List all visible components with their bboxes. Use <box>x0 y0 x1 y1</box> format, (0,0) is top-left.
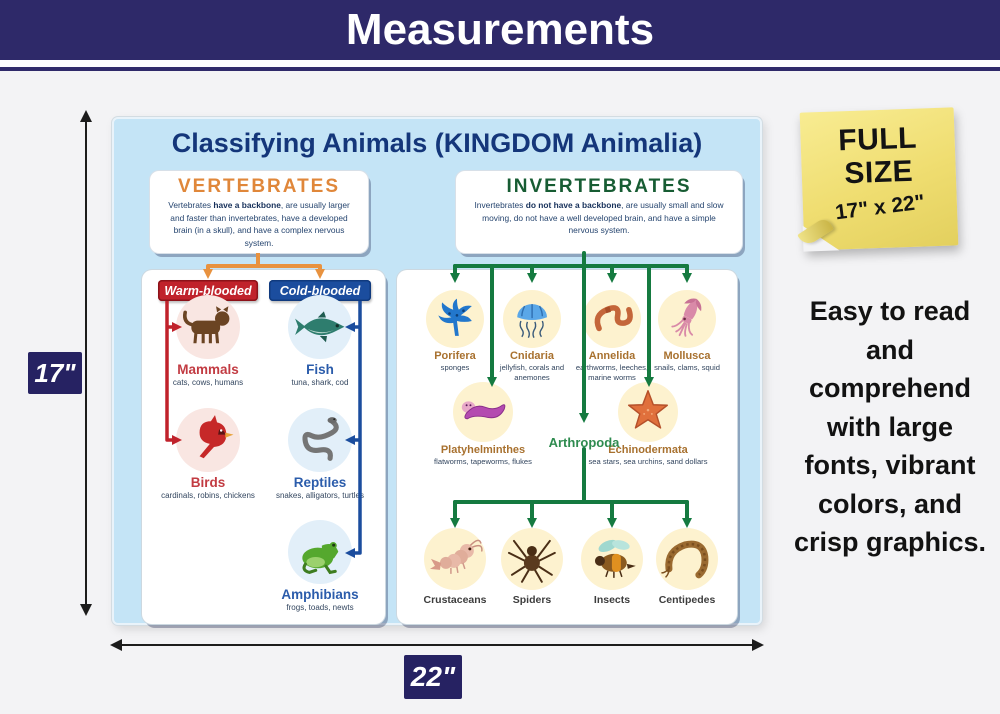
blurb-line: fonts, vibrant <box>804 450 976 480</box>
starfish-icon <box>618 382 678 442</box>
arrow-down-icon <box>80 604 92 616</box>
flatworm-icon <box>453 382 513 442</box>
banner-title: Measurements <box>345 5 655 54</box>
jellyfish-icon <box>503 290 561 348</box>
blurb-line: comprehend <box>808 373 972 403</box>
vertebrates-heading: VERTEBRATES <box>177 176 341 197</box>
cold-blooded-label: Cold-blooded <box>269 280 371 301</box>
cnidaria-examples: jellyfish, corals and anemones <box>499 363 565 383</box>
banner-underline <box>0 67 1000 71</box>
worm-icon <box>583 290 641 348</box>
echinodermata-examples: sea stars, sea urchins, sand dollars <box>588 457 708 466</box>
spider-icon <box>501 528 563 590</box>
arrow-up-icon <box>80 110 92 122</box>
vertebrates-box: VERTEBRATES Vertebrates have a backbone,… <box>150 171 368 253</box>
invertebrates-desc-bold: do not have a backbone <box>525 200 622 210</box>
mammals-card: Mammals cats, cows, humans <box>152 295 264 389</box>
crustaceans-card: Crustaceans <box>415 528 495 606</box>
width-label: 22" <box>404 655 462 699</box>
platyhelminthes-card: Platyhelminthes flatworms, tapeworms, fl… <box>422 382 544 467</box>
fish-card: Fish tuna, shark, cod <box>264 295 376 389</box>
full-size-sticky-note: FULL SIZE 17" x 22" <box>797 107 959 252</box>
width-dimension-line <box>122 644 752 646</box>
invertebrates-desc-rest: , are usually small and slow moving, do … <box>482 200 724 236</box>
insects-label: Insects <box>593 594 631 606</box>
arrow-right-icon <box>752 639 764 651</box>
porifera-examples: sponges <box>440 363 470 372</box>
platyhelminthes-examples: flatworms, tapeworms, flukes <box>434 457 532 466</box>
banner-gap <box>0 60 1000 67</box>
shrimp-icon <box>424 528 486 590</box>
invertebrates-desc-lead: Invertebrates <box>474 200 526 210</box>
annelida-examples: earthworms, leeches, marine worms <box>575 363 649 383</box>
cnidaria-card: Cnidaria jellyfish, corals and anemones <box>492 290 572 384</box>
echinodermata-card: Echinodermata sea stars, sea urchins, sa… <box>587 382 709 467</box>
reptiles-examples: snakes, alligators, turtles <box>275 491 365 500</box>
birds-label: Birds <box>190 475 226 490</box>
centipede-icon <box>656 528 718 590</box>
classification-poster: Classifying Animals (KINGDOM Animalia) V… <box>112 117 762 625</box>
blurb-line: colors, and <box>817 488 963 519</box>
mollusca-label: Mollusca <box>663 350 711 362</box>
insects-card: Insects <box>572 528 652 606</box>
warm-blooded-label: Warm-blooded <box>158 280 258 301</box>
fish-label: Fish <box>306 362 334 377</box>
blurb-line: with large <box>826 411 954 442</box>
reptiles-label: Reptiles <box>293 475 347 490</box>
arrow-left-icon <box>110 639 122 651</box>
vertebrates-desc-lead: Vertebrates <box>168 200 214 210</box>
spiders-label: Spiders <box>512 594 552 606</box>
blurb-line: Easy to read <box>809 296 971 326</box>
fish-icon <box>288 295 352 359</box>
amphibians-card: Amphibians frogs, toads, newts <box>264 520 376 614</box>
height-label: 17" <box>28 352 82 394</box>
vertebrates-desc-rest: , are usually larger and faster than inv… <box>170 200 350 248</box>
spiders-card: Spiders <box>492 528 572 606</box>
blurb-line: and <box>865 334 914 365</box>
amphibians-label: Amphibians <box>281 587 359 602</box>
mammals-examples: cats, cows, humans <box>172 378 244 387</box>
invertebrates-panel: Porifera sponges Cnidaria jellyfish, cor… <box>397 270 737 624</box>
cat-icon <box>176 295 240 359</box>
squid-icon <box>658 290 716 348</box>
invertebrates-description: Invertebrates do not have a backbone, ar… <box>456 198 742 237</box>
arthropoda-label: Arthropoda <box>548 435 620 450</box>
centipedes-label: Centipedes <box>658 594 716 606</box>
marketing-blurb: Easy to read and comprehend with large f… <box>778 292 1000 562</box>
platyhelminthes-label: Platyhelminthes <box>440 444 526 456</box>
frog-icon <box>288 520 352 584</box>
cnidaria-label: Cnidaria <box>509 350 554 362</box>
porifera-card: Porifera sponges <box>415 290 495 373</box>
mollusca-card: Mollusca snails, clams, squid <box>647 290 727 373</box>
cardinal-icon <box>176 408 240 472</box>
birds-card: Birds cardinals, robins, chickens <box>152 408 264 502</box>
echinodermata-label: Echinodermata <box>608 444 688 456</box>
vertebrates-description: Vertebrates have a backbone, are usually… <box>150 198 368 249</box>
centipedes-card: Centipedes <box>647 528 727 606</box>
amphibians-examples: frogs, toads, newts <box>286 603 354 612</box>
poster-title: Classifying Animals (KINGDOM Animalia) <box>171 128 703 158</box>
mammals-label: Mammals <box>177 362 239 377</box>
invertebrates-heading: INVERTEBRATES <box>506 176 692 197</box>
note-line-full: FULL <box>837 121 918 158</box>
annelida-card: Annelida earthworms, leeches, marine wor… <box>572 290 652 384</box>
blurb-line: crisp graphics. <box>793 527 987 557</box>
fish-examples: tuna, shark, cod <box>291 378 349 387</box>
height-dimension-line <box>85 120 87 606</box>
birds-examples: cardinals, robins, chickens <box>161 491 255 500</box>
sponge-icon <box>426 290 484 348</box>
porifera-label: Porifera <box>434 350 476 362</box>
mollusca-examples: snails, clams, squid <box>654 363 720 372</box>
note-line-size: SIZE <box>843 154 914 191</box>
annelida-label: Annelida <box>588 350 636 362</box>
invertebrates-box: INVERTEBRATES Invertebrates do not have … <box>456 171 742 253</box>
reptiles-card: Reptiles snakes, alligators, turtles <box>264 408 376 502</box>
snake-icon <box>288 408 352 472</box>
bee-icon <box>581 528 643 590</box>
measurements-banner: Measurements <box>0 0 1000 60</box>
vertebrates-panel: Warm-blooded Cold-blooded Mammals cats, … <box>142 270 385 624</box>
vertebrates-desc-bold: have a backbone <box>213 200 281 210</box>
crustaceans-label: Crustaceans <box>423 594 487 606</box>
